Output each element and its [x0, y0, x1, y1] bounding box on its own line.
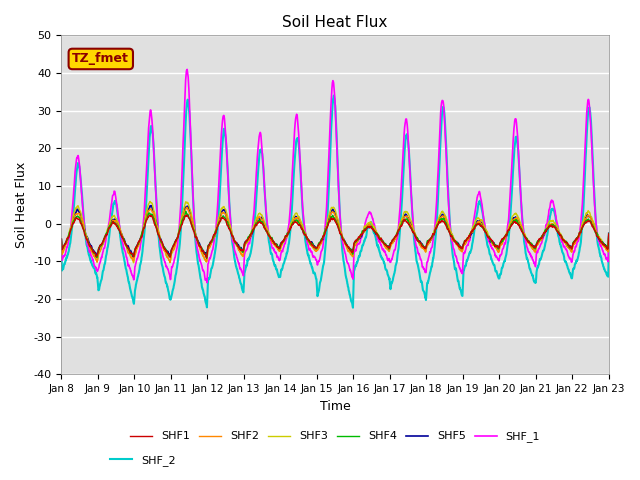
SHF_2 — [351, 263, 359, 269]
X-axis label: Time: Time — [320, 400, 351, 413]
SHF1 — [605, 231, 612, 237]
SHF_2 — [605, 247, 612, 253]
SHF1 — [351, 238, 359, 244]
SHF5 — [147, 203, 155, 208]
SHF1 — [364, 225, 371, 231]
SHF3 — [211, 231, 218, 237]
Line: SHF4: SHF4 — [61, 212, 609, 258]
Legend: SHF_2: SHF_2 — [105, 451, 180, 470]
Line: SHF_1: SHF_1 — [61, 70, 609, 283]
SHF2 — [605, 232, 612, 238]
SHF5 — [557, 234, 564, 240]
SHF_1 — [495, 257, 502, 263]
SHF_1 — [203, 280, 211, 286]
Line: SHF1: SHF1 — [61, 215, 609, 258]
SHF_2 — [572, 259, 580, 265]
SHF5 — [572, 237, 580, 242]
SHF2 — [183, 204, 191, 210]
SHF4 — [203, 255, 211, 261]
SHF3 — [351, 240, 359, 246]
SHF5 — [495, 245, 502, 251]
SHF3 — [557, 231, 564, 237]
SHF2 — [557, 234, 564, 240]
SHF3 — [147, 199, 154, 204]
SHF1 — [495, 245, 502, 251]
SHF_1 — [211, 235, 218, 240]
SHF2 — [58, 240, 65, 246]
SHF2 — [166, 260, 173, 265]
SHF2 — [364, 223, 371, 229]
SHF3 — [572, 238, 580, 243]
SHF3 — [58, 239, 65, 244]
SHF_1 — [364, 215, 371, 220]
SHF_2 — [210, 255, 218, 261]
SHF5 — [58, 237, 65, 242]
SHF1 — [183, 212, 191, 218]
SHF3 — [130, 260, 138, 265]
SHF2 — [572, 238, 580, 244]
SHF_1 — [557, 237, 564, 242]
SHF3 — [605, 232, 612, 238]
Line: SHF5: SHF5 — [61, 205, 609, 257]
SHF5 — [129, 254, 137, 260]
Y-axis label: Soil Heat Flux: Soil Heat Flux — [15, 162, 28, 248]
SHF_2 — [349, 305, 356, 311]
SHF4 — [58, 237, 65, 242]
SHF1 — [211, 231, 218, 237]
SHF5 — [351, 241, 359, 247]
SHF4 — [572, 237, 580, 242]
SHF4 — [211, 232, 218, 238]
SHF_1 — [183, 67, 191, 72]
SHF_1 — [605, 239, 612, 245]
SHF5 — [605, 230, 612, 236]
SHF2 — [211, 234, 218, 240]
SHF1 — [572, 237, 580, 242]
Title: Soil Heat Flux: Soil Heat Flux — [282, 15, 388, 30]
SHF_1 — [572, 244, 580, 250]
SHF2 — [495, 249, 502, 254]
SHF5 — [364, 225, 371, 230]
SHF2 — [351, 242, 359, 248]
SHF3 — [364, 221, 371, 227]
SHF1 — [203, 255, 211, 261]
SHF1 — [58, 236, 65, 242]
SHF_2 — [557, 244, 564, 250]
SHF_1 — [351, 248, 359, 253]
SHF4 — [351, 239, 359, 244]
SHF4 — [495, 246, 502, 252]
SHF4 — [364, 224, 371, 230]
SHF1 — [557, 232, 564, 238]
SHF4 — [557, 232, 564, 238]
SHF4 — [182, 209, 189, 215]
SHF_2 — [364, 227, 371, 232]
SHF3 — [495, 249, 502, 255]
Text: TZ_fmet: TZ_fmet — [72, 52, 129, 65]
Line: SHF3: SHF3 — [61, 202, 609, 263]
Line: SHF_2: SHF_2 — [61, 96, 609, 308]
SHF_2 — [58, 245, 65, 251]
SHF_2 — [330, 93, 338, 98]
SHF4 — [605, 230, 612, 236]
SHF_1 — [58, 240, 65, 246]
Line: SHF2: SHF2 — [61, 207, 609, 263]
SHF5 — [211, 233, 218, 239]
SHF_2 — [495, 275, 502, 280]
